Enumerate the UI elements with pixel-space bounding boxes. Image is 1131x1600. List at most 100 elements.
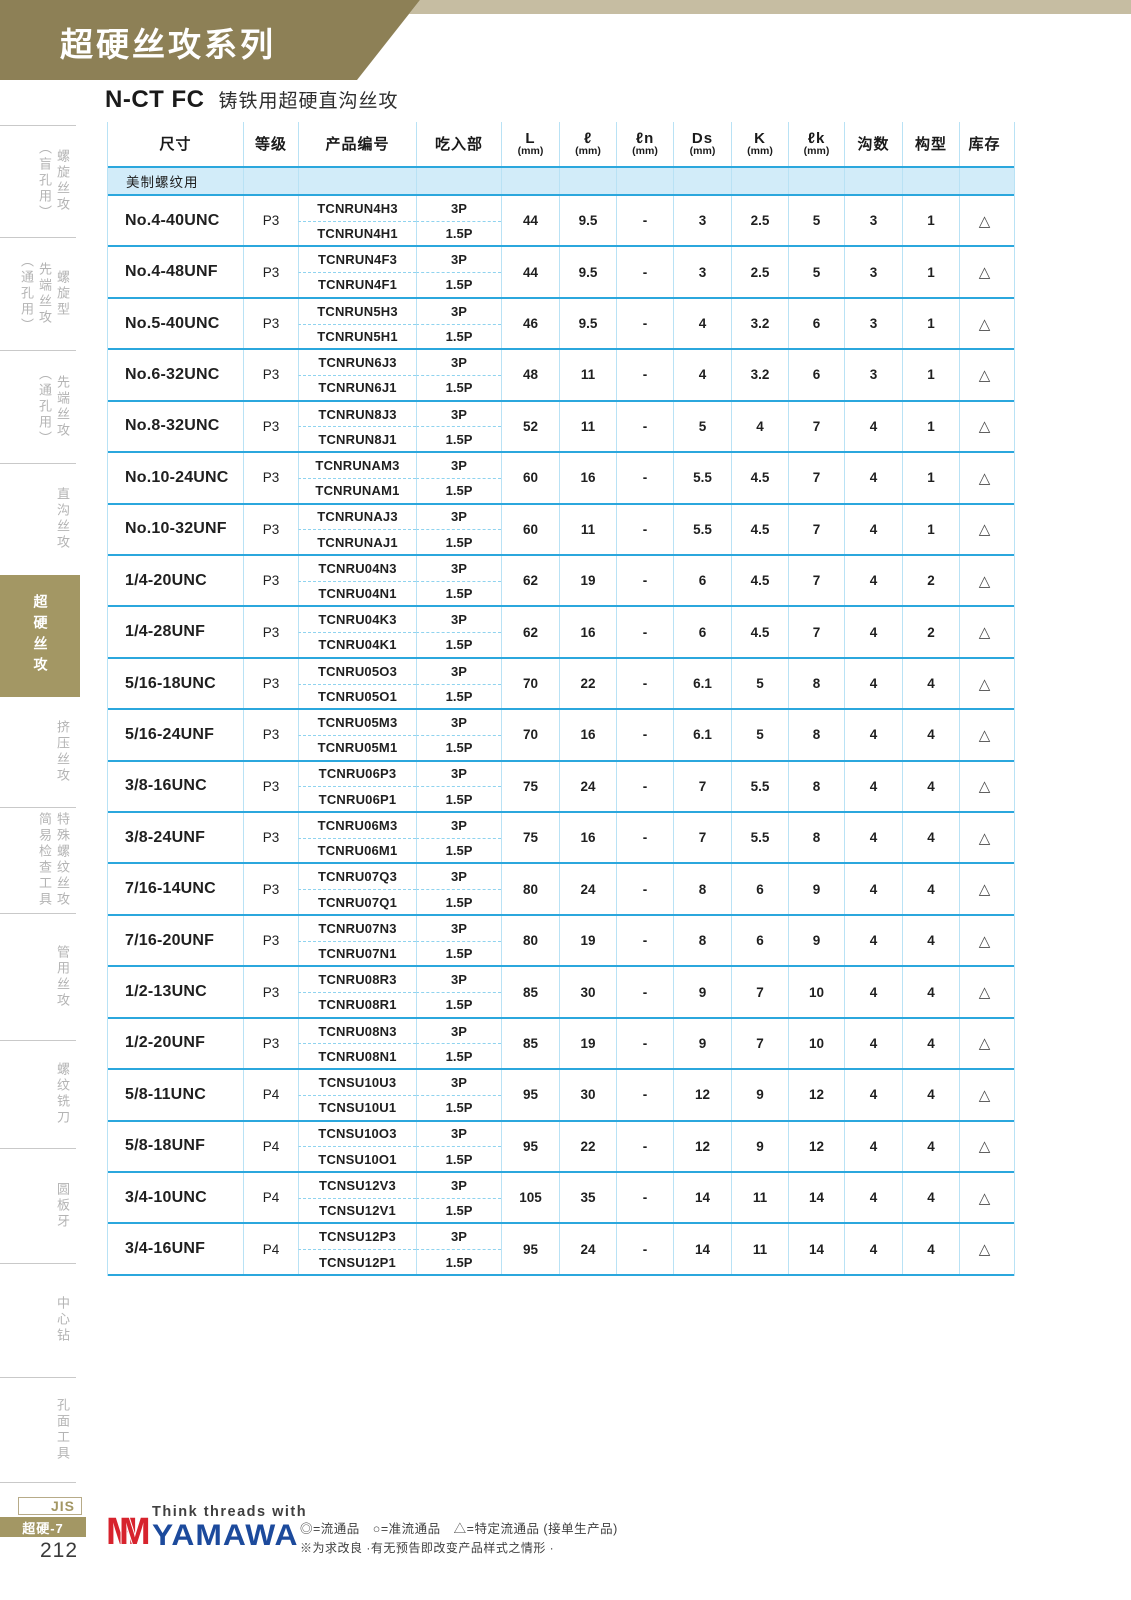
chamfer-cell: 1.5P xyxy=(416,1094,501,1120)
spec-cell-K: 2.5 xyxy=(731,196,788,246)
spec-cell-lk: 7 xyxy=(788,555,844,606)
stock-cell: △ xyxy=(959,401,1009,452)
spec-cell-l: 19 xyxy=(559,915,616,966)
grade-cell: P3 xyxy=(243,658,298,709)
product-code-cell: TCNSU10U3 xyxy=(298,1070,416,1095)
table-row: No.4-48UNF P3 TCNRUN4F3 3P TCNRUN4F1 1.5P 44 9.… xyxy=(108,247,1014,299)
spec-cell-Ds: 4 xyxy=(673,298,731,349)
table-row: 3/4-10UNC P4 TCNSU12V3 3P TCNSU12V1 1.5P 105 35… xyxy=(108,1173,1014,1225)
spec-cell-ln: - xyxy=(616,453,673,503)
chamfer-cell: 3P xyxy=(416,298,501,324)
chamfer-cell: 3P xyxy=(416,967,501,993)
spec-cell-K: 3.2 xyxy=(731,350,788,400)
spec-cell-l: 24 xyxy=(559,761,616,812)
chamfer-cell: 1.5P xyxy=(416,529,501,554)
size-cell: 3/4-10UNC xyxy=(125,1188,207,1206)
product-code-cell: TCNRUN6J3 xyxy=(298,350,416,375)
table-header-label: 尺寸 xyxy=(159,135,192,153)
table-header-unit: (mm) xyxy=(517,145,544,157)
spec-cell-K: 4.5 xyxy=(731,453,788,503)
product-code-cell: TCNRU07Q1 xyxy=(298,889,416,914)
sidebar-divider xyxy=(0,1263,76,1264)
spec-cell-L: 85 xyxy=(501,1018,559,1069)
size-cell: No.10-24UNC xyxy=(125,468,229,486)
size-cell: 1/4-20UNC xyxy=(125,571,207,589)
size-cell: No.5-40UNC xyxy=(125,314,220,332)
stock-cell: △ xyxy=(959,761,1009,812)
spec-cell-ln: - xyxy=(616,298,673,349)
table-row: 3/8-24UNF P3 TCNRU06M3 3P TCNRU06M1 1.5P 75 16-… xyxy=(108,813,1014,865)
spec-cell-L: 95 xyxy=(501,1121,559,1172)
table-row: 5/8-11UNC P4 TCNSU10U3 3P TCNSU10U1 1.5P 95 30-… xyxy=(108,1070,1014,1122)
sidebar-item-label: 螺纹铣刀 xyxy=(55,1062,70,1126)
table-header-unit: (mm) xyxy=(747,145,773,157)
section-cell xyxy=(959,168,1009,194)
chamfer-cell: 3P xyxy=(416,1224,501,1250)
sidebar-item-special-thread-tap-check-tools: 特殊螺纹丝攻 简易检查工具 xyxy=(0,807,78,913)
table-header-label: ℓk xyxy=(807,130,826,147)
size-cell: 7/16-14UNC xyxy=(125,880,216,898)
spec-cell-l: 24 xyxy=(559,1224,616,1274)
size-cell: 3/8-16UNC xyxy=(125,777,207,795)
size-cell: 1/2-20UNF xyxy=(125,1034,206,1052)
spec-cell-K: 2.5 xyxy=(731,247,788,297)
chamfer-cell: 3P xyxy=(416,915,501,941)
table-header-cell: L (mm) xyxy=(501,122,559,166)
stock-cell: △ xyxy=(959,298,1009,349)
spec-cell-Ds: 6 xyxy=(673,555,731,606)
product-code-cell: TCNRUN5H3 xyxy=(298,298,416,324)
chamfer-cell: 3P xyxy=(416,1070,501,1095)
config-cell: 1 xyxy=(902,247,959,297)
table-header-label: 等级 xyxy=(254,135,287,153)
product-model-description: 铸铁用超硬直沟丝攻 xyxy=(218,91,399,112)
grade-cell: P3 xyxy=(243,710,298,760)
product-code-cell: TCNSU10U1 xyxy=(298,1094,416,1120)
sidebar-item-label: 特殊螺纹丝攻 xyxy=(55,812,70,908)
spec-cell-lk: 10 xyxy=(788,1018,844,1069)
table-header-cell: K (mm) xyxy=(731,122,788,166)
table-header-row: 尺寸 等级 产品编号 吃入部 L (mm) ℓ (mm) ℓn (mm) Ds (mm) K (mm) ℓk… xyxy=(108,122,1014,166)
config-cell: 1 xyxy=(902,453,959,503)
product-code-cell: TCNRU05O3 xyxy=(298,658,416,684)
flutes-cell: 4 xyxy=(844,453,902,503)
sidebar-item-label: 孔面工具 xyxy=(55,1397,70,1462)
table-header-cell: 产品编号 xyxy=(298,122,416,166)
chamfer-cell: 1.5P xyxy=(416,1197,501,1223)
spec-cell-lk: 5 xyxy=(788,196,844,246)
flutes-cell: 3 xyxy=(844,196,902,246)
sidebar-divider xyxy=(0,913,76,914)
table-row: 1/4-20UNC P3 TCNRU04N3 3P TCNRU04N1 1.5P 62 19-… xyxy=(108,555,1014,608)
sidebar-item-round-die: 圆板牙 xyxy=(0,1148,78,1263)
spec-cell-Ds: 5 xyxy=(673,401,731,452)
chamfer-cell: 1.5P xyxy=(416,889,501,914)
config-cell: 4 xyxy=(902,1121,959,1172)
spec-cell-Ds: 6.1 xyxy=(673,658,731,709)
grade-cell: P3 xyxy=(243,761,298,812)
sidebar-item-label: 螺旋型 xyxy=(55,269,70,318)
sidebar-divider xyxy=(0,125,76,126)
table-row: 1/2-20UNF P3 TCNRU08N3 3P TCNRU08N1 1.5P 85 19-… xyxy=(108,1018,1014,1071)
table-header-cell: ℓn (mm) xyxy=(616,122,673,166)
chamfer-cell: 1.5P xyxy=(416,220,501,246)
yamawa-logo-icon: M M xyxy=(105,1508,152,1555)
spec-cell-lk: 8 xyxy=(788,710,844,760)
sidebar-divider xyxy=(0,807,76,808)
spec-cell-Ds: 14 xyxy=(673,1224,731,1274)
stock-cell: △ xyxy=(959,607,1009,657)
page-number: 212 xyxy=(40,1539,79,1562)
grade-cell: P3 xyxy=(243,607,298,657)
stock-cell: △ xyxy=(959,813,1009,863)
sidebar-item-forming-tap: 挤压丝攻 xyxy=(0,697,78,807)
grade-cell: P3 xyxy=(243,298,298,349)
table-header-label: 吃入部 xyxy=(434,135,483,153)
config-cell: 2 xyxy=(902,607,959,657)
spec-cell-ln: - xyxy=(616,350,673,400)
spec-cell-ln: - xyxy=(616,658,673,709)
section-cell xyxy=(731,168,788,194)
spec-cell-l: 22 xyxy=(559,1121,616,1172)
spec-cell-Ds: 12 xyxy=(673,1070,731,1120)
table-header-unit: (mm) xyxy=(689,145,716,157)
spec-cell-l: 16 xyxy=(559,710,616,760)
spec-cell-Ds: 9 xyxy=(673,1018,731,1069)
product-code-cell: TCNRU04K1 xyxy=(298,632,416,657)
